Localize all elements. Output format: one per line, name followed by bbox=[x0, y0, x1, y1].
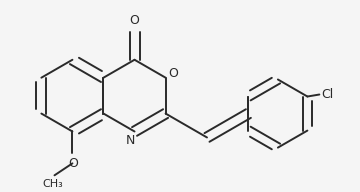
Text: N: N bbox=[126, 134, 135, 147]
Text: O: O bbox=[68, 157, 78, 170]
Text: CH₃: CH₃ bbox=[42, 179, 63, 189]
Text: O: O bbox=[168, 67, 179, 80]
Text: O: O bbox=[130, 14, 139, 27]
Text: Cl: Cl bbox=[321, 88, 334, 101]
